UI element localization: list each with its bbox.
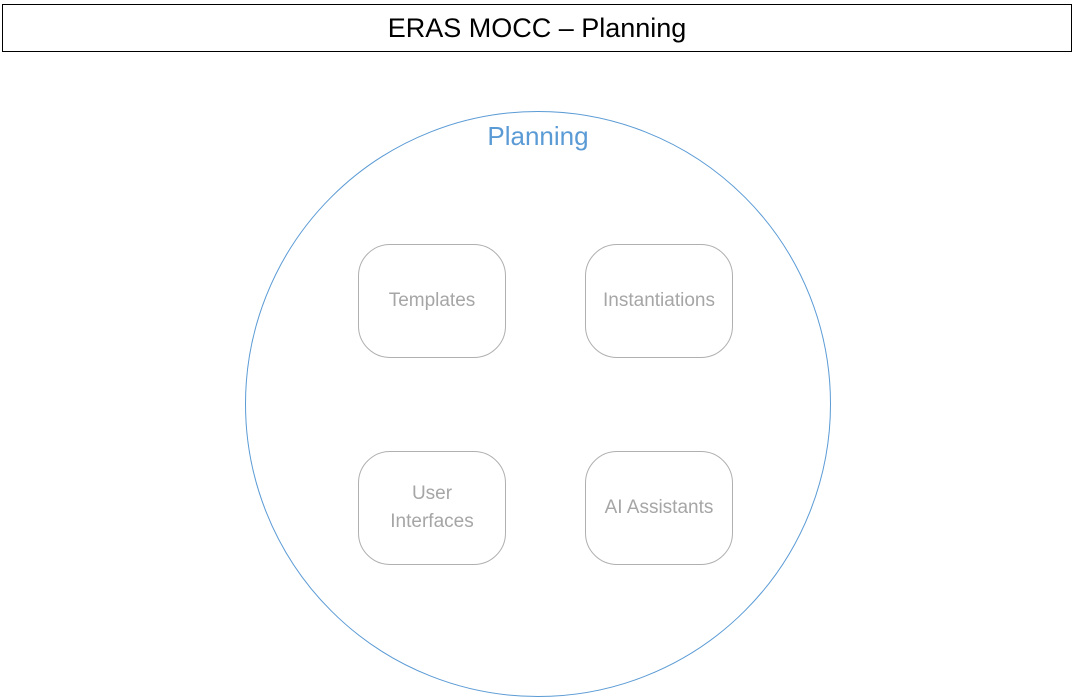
instantiations-label: Instantiations [603, 290, 715, 311]
templates-label: Templates [388, 290, 476, 311]
ai-assistants-module: AI Assistants [585, 451, 733, 565]
instantiations-module: Instantiations [585, 244, 733, 358]
page-title: ERAS MOCC – Planning [387, 12, 687, 43]
planning-label: Planning [487, 121, 589, 151]
user-interfaces-module: User Interfaces [358, 451, 506, 565]
page-title-box: ERAS MOCC – Planning [2, 4, 1072, 52]
ai-assistants-label: AI Assistants [604, 497, 714, 518]
planning-circle [245, 111, 831, 697]
templates-module: Templates [358, 244, 506, 358]
user-interfaces-label: User Interfaces [390, 483, 474, 532]
